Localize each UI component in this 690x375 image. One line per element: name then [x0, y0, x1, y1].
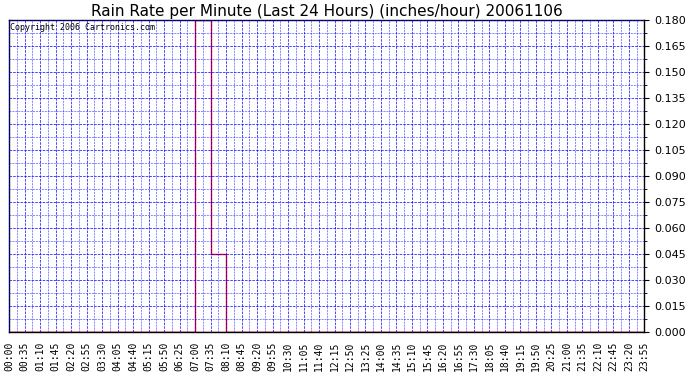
- Text: Copyright 2006 Cartronics.com: Copyright 2006 Cartronics.com: [10, 24, 155, 33]
- Title: Rain Rate per Minute (Last 24 Hours) (inches/hour) 20061106: Rain Rate per Minute (Last 24 Hours) (in…: [91, 4, 562, 19]
